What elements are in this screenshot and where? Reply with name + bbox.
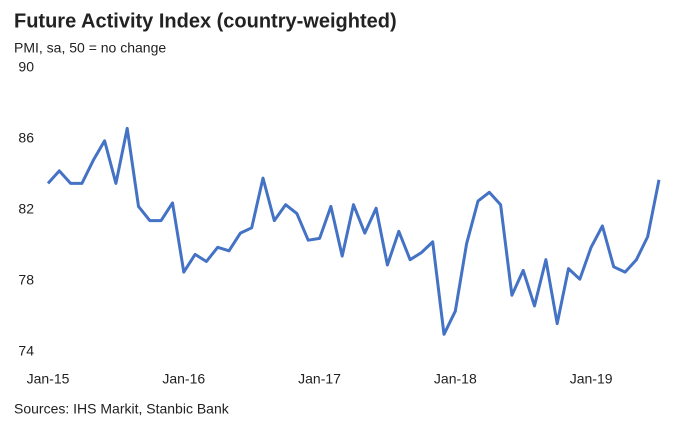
x-tick-label: Jan-18 bbox=[434, 371, 477, 387]
x-tick-label: Jan-15 bbox=[27, 371, 70, 387]
y-tick-label: 90 bbox=[18, 59, 34, 75]
x-tick-label: Jan-16 bbox=[162, 371, 205, 387]
chart-title: Future Activity Index (country-weighted) bbox=[14, 10, 397, 32]
y-tick-label: 74 bbox=[18, 343, 34, 359]
source-note: Sources: IHS Markit, Stanbic Bank bbox=[14, 401, 230, 417]
y-tick-label: 78 bbox=[18, 272, 34, 288]
chart-subtitle: PMI, sa, 50 = no change bbox=[14, 40, 166, 56]
y-tick-label: 86 bbox=[18, 130, 34, 146]
data-line bbox=[46, 126, 661, 336]
x-tick-label: Jan-19 bbox=[570, 371, 613, 387]
x-tick-label: Jan-17 bbox=[298, 371, 341, 387]
y-tick-label: 82 bbox=[18, 201, 34, 217]
